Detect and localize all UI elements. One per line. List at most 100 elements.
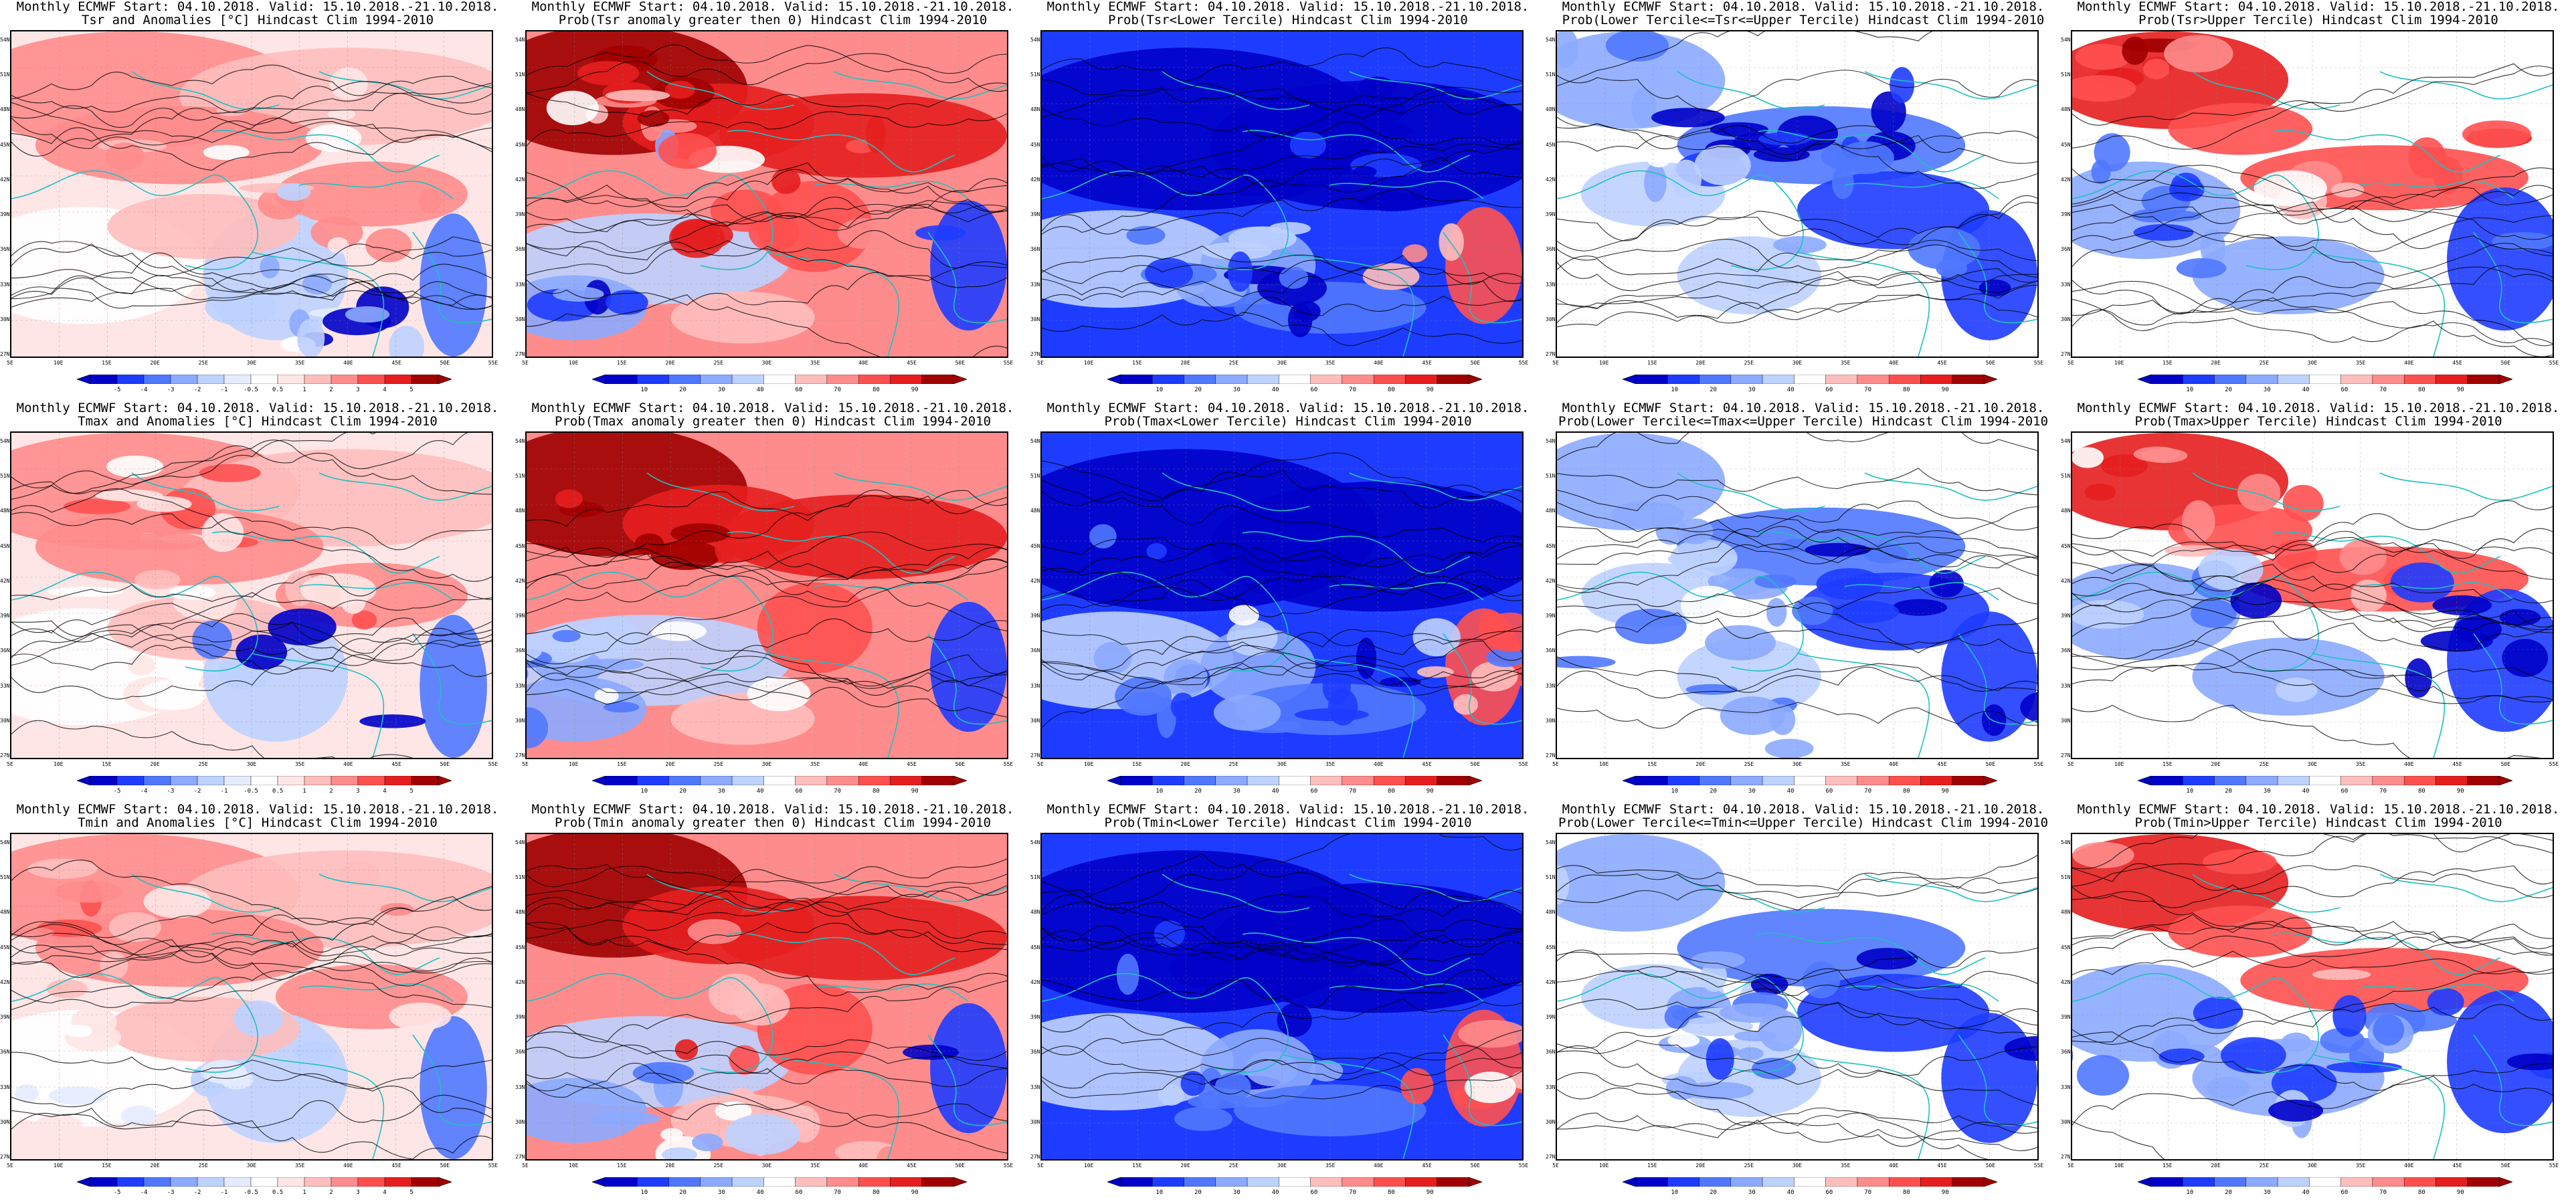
colorbar-arrow-left: [2138, 1177, 2152, 1187]
field-patch: [108, 912, 161, 942]
lon-tick-label: 40E: [1374, 761, 1384, 767]
lon-tick-label: 25E: [713, 761, 724, 767]
map-panel-2-5: Monthly ECMWF Start: 04.10.2018. Valid: …: [2061, 401, 2576, 803]
colorbar-swatch: [700, 776, 733, 785]
lon-tick-label: 30E: [761, 761, 772, 767]
field-patch: [2198, 548, 2264, 591]
field-patch: [1439, 223, 1464, 262]
lat-tick-label: 30N: [0, 316, 10, 322]
colorbar-label: 30: [1232, 788, 1240, 795]
field-patch: [1691, 951, 1745, 969]
lat-tick-label: 42N: [0, 577, 10, 584]
field-patch: [1287, 302, 1313, 338]
colorbar: [1623, 375, 1997, 384]
isotherm-contour: [11, 720, 413, 758]
map-panel-3-5: Monthly ECMWF Start: 04.10.2018. Valid: …: [2061, 803, 2576, 1204]
lat-tick-label: 45N: [515, 141, 525, 148]
field-patch: [2268, 1099, 2324, 1122]
panel-title-line2: Prob(Tsr<Lower Tercile) Hindcast Clim 19…: [1108, 13, 1468, 27]
colorbar-swatch: [384, 375, 412, 384]
colorbar-arrow-right: [1468, 375, 1482, 384]
lat-tick-label: 39N: [1546, 1014, 1556, 1021]
map-frame: [1040, 431, 1524, 759]
lon-tick-label: 5E: [1037, 360, 1044, 366]
isotherm-contour: [527, 656, 1007, 689]
field-patch: [747, 676, 811, 712]
colorbar-label: 80: [872, 1189, 880, 1196]
lat-tick-label: 51N: [515, 874, 525, 881]
field-patch: [1892, 599, 1948, 616]
lat-tick-label: 42N: [1546, 577, 1556, 584]
colorbar-label: 20: [1710, 1189, 1717, 1196]
field-patch: [1400, 1068, 1434, 1104]
field-patch: [546, 90, 599, 126]
lon-tick-label: 45E: [2452, 360, 2462, 366]
isotherm-contour: [11, 439, 492, 500]
field-patch: [2072, 1050, 2074, 1062]
coastline: [2312, 252, 2446, 357]
lon-tick-label: 15E: [1132, 1163, 1142, 1169]
field-patch: [527, 633, 543, 662]
isotherm-contour: [1042, 557, 1522, 599]
field-patch: [1228, 605, 1260, 626]
map-panel-1-2: Monthly ECMWF Start: 04.10.2018. Valid: …: [515, 0, 1030, 401]
isotherm-contour: [2072, 704, 2541, 758]
colorbar-arrow-right: [953, 375, 967, 384]
coastline: [131, 874, 280, 913]
lon-tick-label: 20E: [1695, 360, 1706, 366]
lon-tick-label: 40E: [1889, 1163, 1899, 1169]
lon-tick-label: 15E: [1132, 761, 1142, 767]
isotherm-contour: [527, 1031, 1007, 1069]
lon-tick-label: 10E: [1598, 1163, 1609, 1169]
colorbar-label: 2: [329, 1189, 333, 1196]
lon-tick-label: 25E: [1228, 1163, 1239, 1169]
lat-tick-label: 39N: [515, 613, 525, 619]
colorbar-label: 70: [1864, 1189, 1872, 1196]
colorbar-swatch: [170, 1177, 198, 1187]
isotherm-contour: [1557, 123, 2037, 164]
isotherm-contour: [1042, 542, 1522, 617]
coastline: [412, 633, 492, 725]
isotherm-contour: [11, 886, 492, 947]
isotherm-contour: [1557, 1087, 2037, 1134]
isotherm-contour: [2072, 834, 2553, 887]
colorbar-label: 80: [2418, 1189, 2425, 1196]
lat-tick-label: 42N: [2061, 979, 2071, 985]
isotherm-contour: [11, 105, 492, 143]
coastline: [2072, 973, 2319, 1073]
colorbar-label: 5: [409, 387, 413, 393]
lat-tick-label: 54N: [0, 37, 10, 43]
field-patch: [1180, 1071, 1206, 1096]
isotherm-contour: [1557, 877, 2037, 903]
lat-tick-label: 33N: [0, 1084, 10, 1090]
colorbar-swatch: [1794, 375, 1826, 384]
colorbar-swatch: [277, 375, 305, 384]
isotherm-contour: [11, 76, 492, 149]
lon-tick-label: 10E: [1083, 1163, 1094, 1169]
lon-tick-label: 35E: [1325, 360, 1336, 366]
lat-tick-label: 39N: [1030, 1014, 1040, 1021]
coastline: [2473, 1034, 2553, 1126]
field-patch: [715, 1101, 752, 1121]
field-patch: [169, 585, 216, 600]
isotherm-contour: [527, 241, 1007, 288]
lon-tick-label: 35E: [1840, 360, 1851, 366]
field-patch: [2447, 990, 2553, 1134]
field-patch: [930, 200, 1007, 331]
colorbar-label: 90: [1941, 387, 1949, 393]
coastline: [1844, 181, 1999, 199]
field-patch: [552, 629, 581, 643]
lat-tick-label: 51N: [515, 72, 525, 78]
coastline: [1242, 932, 1471, 975]
panel-title-line2: Tmin and Anomalies [°C] Hindcast Clim 19…: [78, 815, 438, 830]
isotherm-contour: [527, 618, 1007, 705]
colorbar-swatch: [1920, 776, 1952, 785]
field-patch: [11, 1062, 59, 1081]
map-field: [11, 433, 492, 758]
lon-tick-label: 35E: [1325, 1163, 1336, 1169]
lon-tick-label: 30E: [2307, 761, 2318, 767]
coastline: [1864, 71, 2037, 100]
isotherm-contour: [1042, 1070, 1522, 1100]
coastline: [1329, 582, 1484, 601]
coastline: [252, 1054, 385, 1159]
